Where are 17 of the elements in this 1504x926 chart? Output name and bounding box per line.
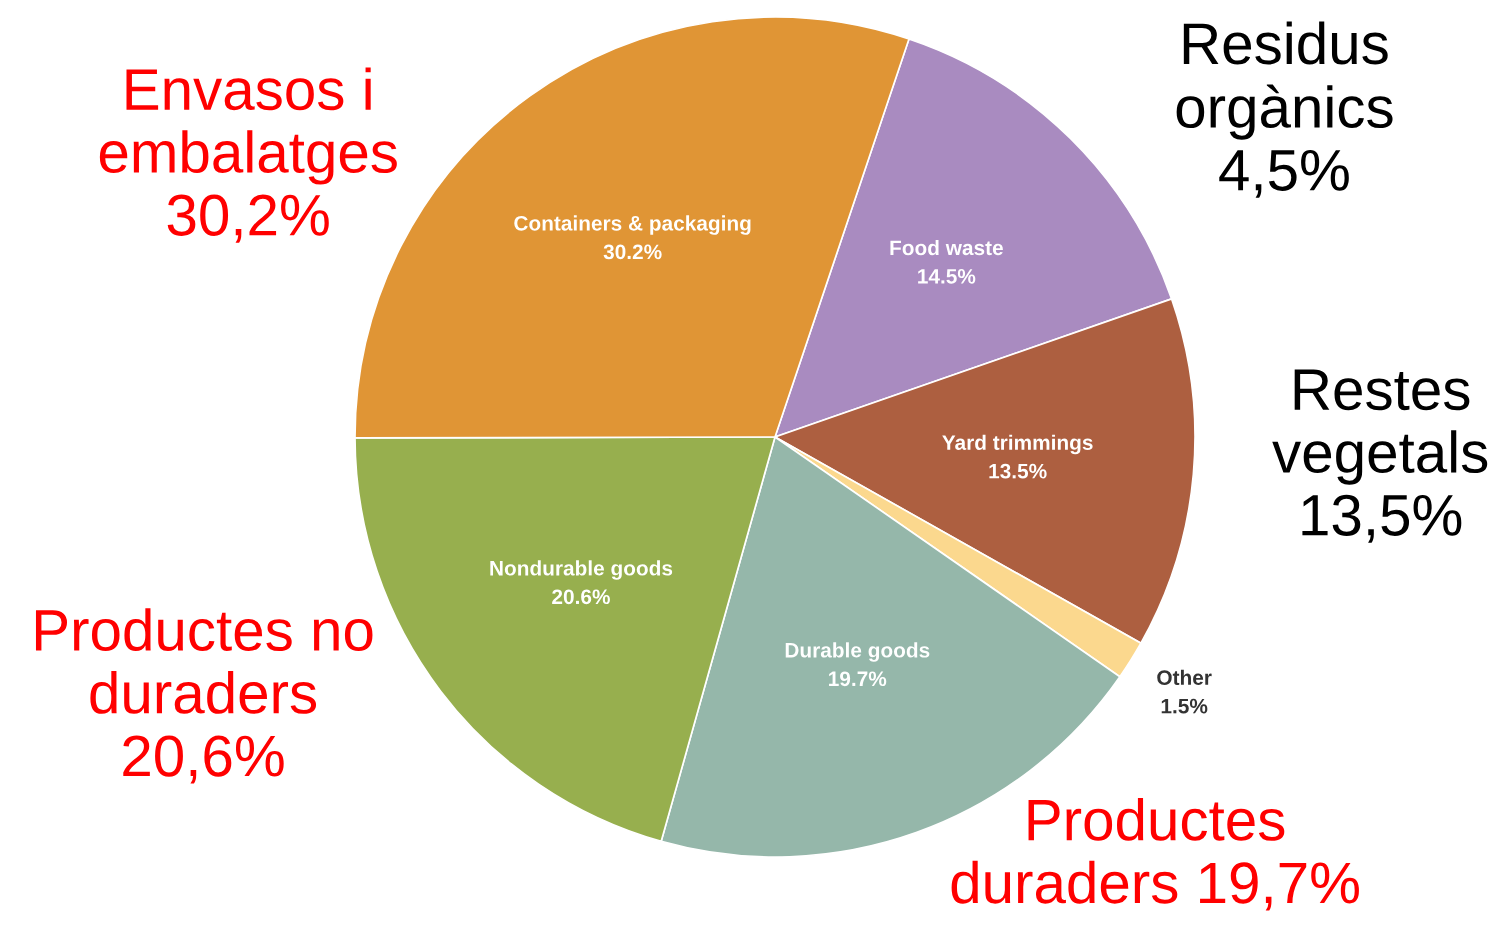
slice-label: Other bbox=[1157, 669, 1212, 686]
text: Restes vegetals 13,5% bbox=[1272, 369, 1488, 543]
slice-label: Durable goods bbox=[785, 642, 930, 662]
slice-label: Nondurable goods bbox=[490, 560, 673, 580]
slice-label: Containers & packaging bbox=[514, 215, 751, 235]
data-label: 14.5% bbox=[918, 268, 976, 284]
slice-label: Yard trimmings bbox=[942, 434, 1093, 455]
text: Residus orgànics 4,5% bbox=[1176, 21, 1393, 198]
text: Productes no duraders 20,6% bbox=[35, 608, 373, 784]
text: Envasos i embalatges 30,2% bbox=[99, 67, 397, 243]
data-label: 19.7% bbox=[829, 671, 887, 687]
data-label: 1.5% bbox=[1161, 698, 1208, 714]
slice-label: Food waste bbox=[890, 239, 1003, 256]
data-label: 30.2% bbox=[603, 244, 662, 260]
data-label: 20.6% bbox=[552, 589, 610, 605]
data-label: 13.5% bbox=[989, 463, 1047, 479]
text: Productes duraders 19,7% bbox=[951, 797, 1359, 911]
